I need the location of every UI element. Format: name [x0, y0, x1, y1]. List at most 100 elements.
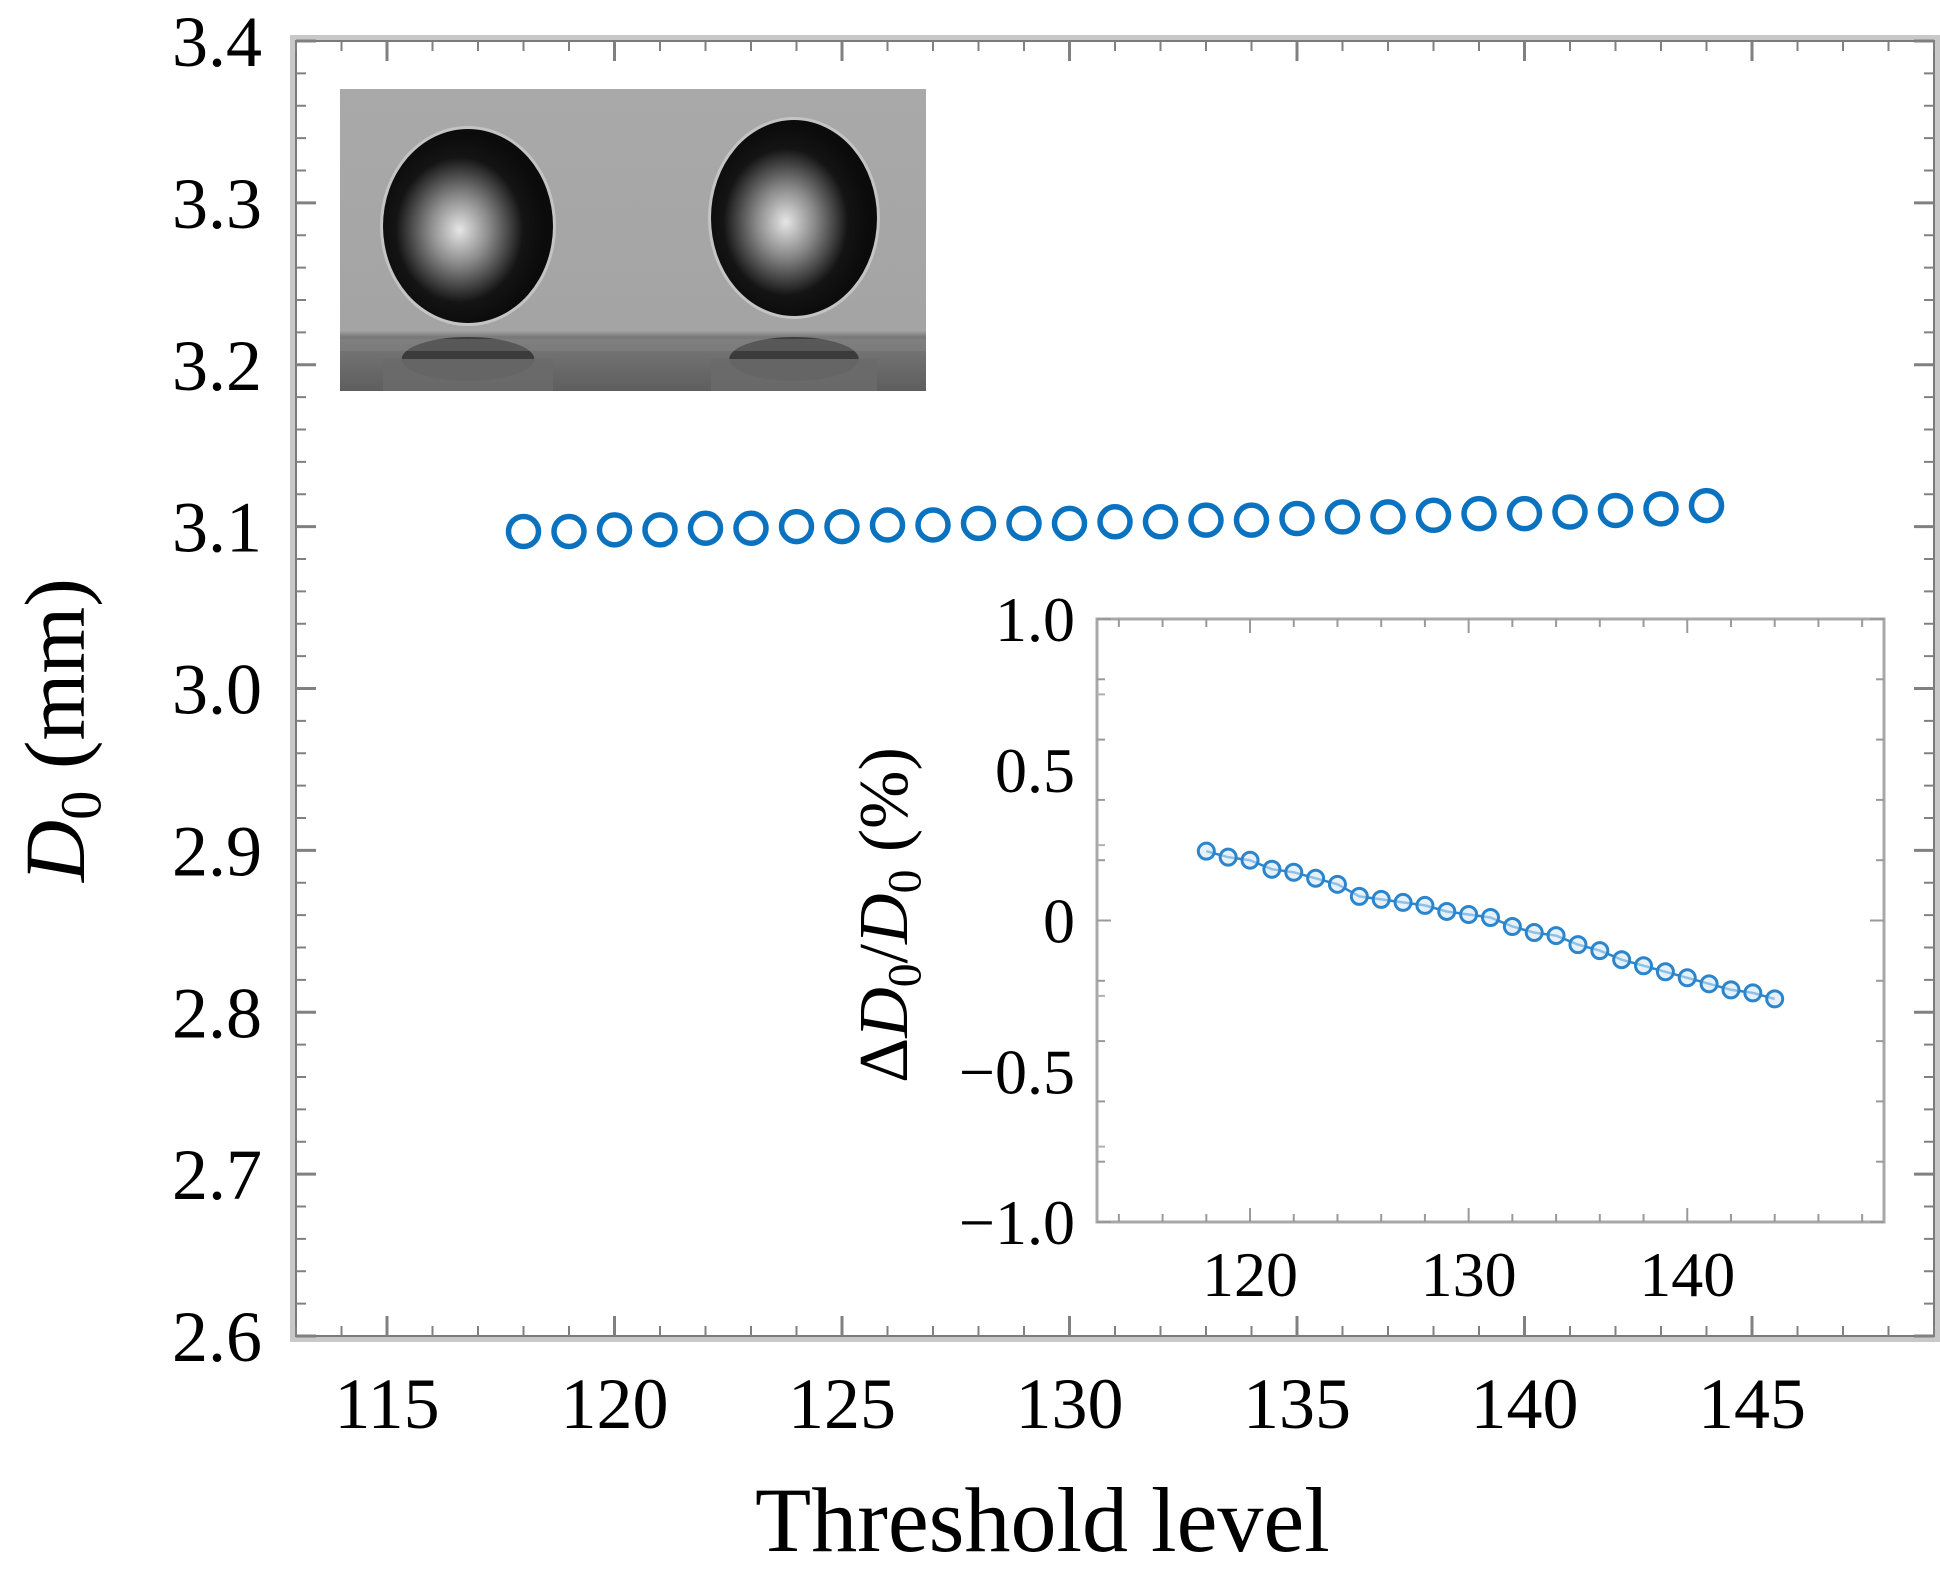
main-axis-ticks: [295, 39, 1935, 1338]
substrate-strip: [383, 359, 553, 391]
data-point-marker: [1006, 505, 1042, 542]
inset-y-axis-title: ΔD0/D0 (%): [845, 695, 931, 1135]
inset-y-axis-title-unit: (%): [846, 747, 923, 870]
data-point-marker: [960, 505, 997, 542]
inset-data-point-marker: [1590, 941, 1610, 961]
substrate-edge: [340, 339, 926, 351]
inset-data-point-marker: [1502, 917, 1522, 937]
inset-data-point-marker: [1371, 889, 1391, 909]
data-point-marker: [915, 507, 951, 543]
data-point-marker: [505, 513, 542, 550]
inset-x-tick-label: 120: [1202, 1239, 1298, 1310]
y-axis-title-symbol: D: [7, 819, 103, 882]
inset-data-point-marker: [1612, 950, 1632, 970]
data-point-marker: [687, 510, 724, 546]
x-tick-label: 135: [1243, 1364, 1351, 1444]
data-point-marker: [1688, 487, 1725, 524]
inset-data-point-marker: [1349, 886, 1369, 906]
inset-y-tick-label: −0.5: [959, 1036, 1075, 1107]
inset-y-axis-title-symbol: D: [846, 987, 923, 1038]
y-tick-label: 3.4: [172, 2, 262, 82]
x-tick-label: 115: [334, 1364, 439, 1444]
data-point-marker: [1370, 499, 1406, 535]
x-tick-label: 120: [561, 1364, 669, 1444]
data-point-marker: [642, 512, 678, 548]
main-x-tick-labels: 115 120 125 130 135 140 145: [334, 1364, 1806, 1444]
inset-x-tick-label: 130: [1421, 1239, 1517, 1310]
data-point-marker: [869, 507, 906, 543]
data-point-marker: [551, 513, 587, 550]
inset-y-axis-title-slash: /: [846, 943, 923, 964]
data-point-marker: [596, 512, 633, 548]
inset-data-point-marker: [1721, 980, 1741, 1000]
y-tick-label: 3.2: [172, 326, 262, 406]
inset-data-point-marker: [1218, 847, 1238, 867]
inset-data-point-marker: [1743, 983, 1763, 1003]
data-point-marker: [1324, 499, 1361, 535]
y-axis-title-unit: (mm): [7, 578, 103, 791]
inset-data-point-marker: [1262, 859, 1282, 879]
main-data-series: [505, 487, 1725, 550]
data-point-marker: [733, 510, 769, 546]
inset-y-axis-title-symbol2: D: [846, 893, 923, 944]
inset-data-point-marker: [1306, 868, 1326, 888]
plot-border-outer: [290, 35, 1940, 1342]
inset-x-tick-labels: 120 130 140: [1202, 1239, 1735, 1310]
y-tick-label: 2.8: [172, 973, 262, 1053]
inset-data-point-marker: [1327, 874, 1347, 894]
data-point-marker: [1552, 494, 1588, 530]
data-point-marker: [1415, 497, 1452, 534]
droplet-2: [711, 120, 877, 316]
x-tick-label: 145: [1698, 1364, 1806, 1444]
data-point-marker: [1643, 491, 1679, 527]
inset-y-tick-label: 0: [1043, 886, 1075, 957]
y-tick-label: 3.0: [172, 650, 262, 730]
data-point-marker: [1142, 504, 1179, 540]
inset-data-point-marker: [1415, 895, 1435, 915]
inset-data-point-marker: [1240, 850, 1260, 870]
x-tick-label: 140: [1471, 1364, 1579, 1444]
inset-axis-ticks: [1097, 618, 1884, 1223]
data-point-marker: [1051, 505, 1088, 542]
inset-y-tick-label: −1.0: [959, 1187, 1075, 1258]
inset-data-point-marker: [1196, 841, 1216, 861]
x-tick-label: 125: [788, 1364, 896, 1444]
main-y-tick-labels: 2.6 2.7 2.8 2.9 3.0 3.1 3.2 3.3 3.4: [172, 2, 262, 1377]
inset-y-tick-label: 1.0: [995, 584, 1075, 655]
inset-x-tick-label: 140: [1639, 1239, 1735, 1310]
inset-data-point-marker: [1393, 892, 1413, 912]
inset-y-tick-labels: −1.0 −0.5 0 0.5 1.0: [959, 584, 1075, 1258]
inset-data-point-marker: [1634, 956, 1654, 976]
inset-data-point-marker: [1546, 926, 1566, 946]
inset-data-point-marker: [1481, 907, 1500, 927]
inset-data-point-marker: [1655, 962, 1675, 982]
y-tick-label: 2.9: [172, 811, 262, 891]
data-point-marker: [1461, 495, 1497, 532]
y-axis-title-subscript: 0: [48, 790, 114, 820]
data-point-marker: [824, 508, 860, 545]
inset-data-point-marker: [1699, 974, 1719, 994]
y-tick-label: 2.7: [172, 1135, 262, 1215]
data-point-marker: [1188, 502, 1224, 538]
inset-data-point-marker: [1568, 935, 1588, 955]
inset-y-tick-label: 0.5: [995, 735, 1075, 806]
inset-data-point-marker: [1437, 901, 1457, 921]
inset-data-point-marker: [1524, 923, 1544, 943]
y-tick-label: 3.3: [172, 164, 262, 244]
inset-data-series: [1196, 841, 1785, 1009]
inset-y-axis-title-subscript: 0: [879, 963, 932, 988]
inset-y-axis-title-delta: Δ: [846, 1037, 923, 1083]
data-point-marker: [1233, 502, 1270, 538]
inset-data-point-marker: [1459, 904, 1479, 924]
inset-data-point-marker: [1765, 989, 1785, 1009]
data-point-marker: [1279, 500, 1315, 537]
data-point-marker: [1597, 492, 1634, 529]
inset-data-point-marker: [1677, 968, 1697, 988]
droplet-photo-inset: [340, 89, 926, 391]
inset-data-point-marker: [1284, 862, 1304, 882]
inset-chart: −1.0 −0.5 0 0.5 1.0 120 130 140: [959, 584, 1886, 1310]
data-point-marker: [1097, 504, 1133, 540]
y-tick-label: 3.1: [172, 488, 262, 568]
